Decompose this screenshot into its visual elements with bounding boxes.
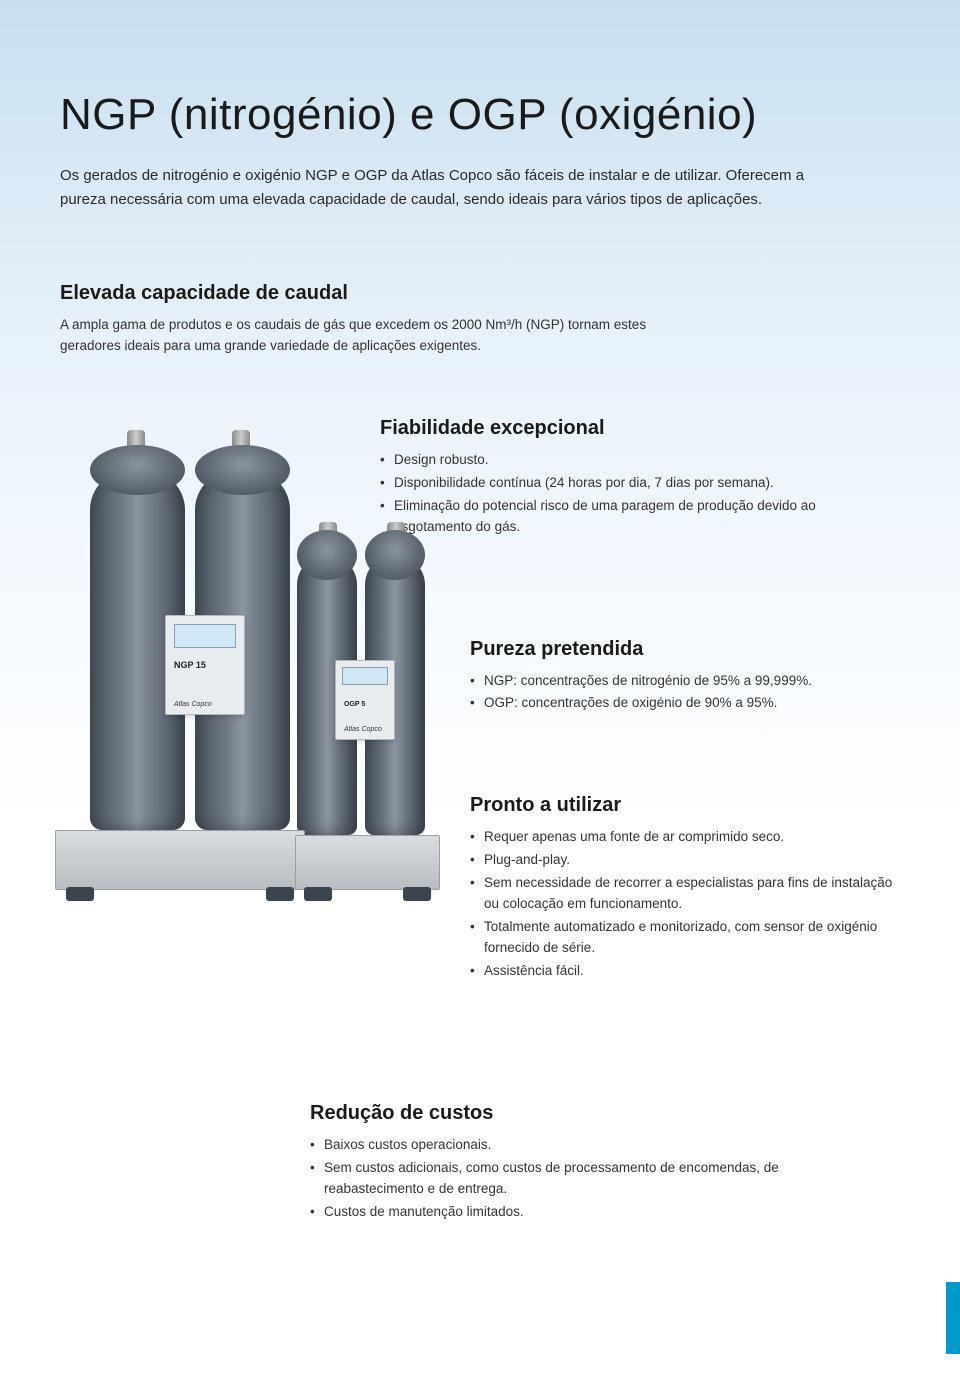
document-page: NGP (nitrogénio) e OGP (oxigénio) Os ger…	[0, 0, 960, 1303]
section-reliability: Fiabilidade excepcional Design robusto. …	[380, 417, 880, 538]
purity-heading: Pureza pretendida	[470, 638, 900, 661]
list-item: Disponibilidade contínua (24 horas por d…	[380, 473, 880, 494]
purity-list: NGP: concentrações de nitrogénio de 95% …	[470, 671, 900, 715]
reliability-heading: Fiabilidade excepcional	[380, 417, 880, 440]
section-cost: Redução de custos Baixos custos operacio…	[310, 1102, 870, 1223]
list-item: Custos de manutenção limitados.	[310, 1202, 870, 1223]
section-ready: Pronto a utilizar Requer apenas uma font…	[470, 794, 900, 981]
section-purity: Pureza pretendida NGP: concentrações de …	[470, 638, 900, 715]
section-capacity: Elevada capacidade de caudal A ampla gam…	[60, 282, 900, 357]
ready-heading: Pronto a utilizar	[470, 794, 900, 817]
ready-list: Requer apenas uma fonte de ar comprimido…	[470, 827, 900, 981]
cost-list: Baixos custos operacionais. Sem custos a…	[310, 1135, 870, 1223]
list-item: Totalmente automatizado e monitorizado, …	[470, 917, 900, 959]
capacity-desc: A ampla gama de produtos e os caudais de…	[60, 315, 700, 357]
list-item: Design robusto.	[380, 450, 880, 471]
list-item: Sem custos adicionais, como custos de pr…	[310, 1158, 870, 1200]
list-item: Eliminação do potencial risco de uma par…	[380, 496, 880, 538]
page-title: NGP (nitrogénio) e OGP (oxigénio)	[60, 90, 900, 140]
list-item: Baixos custos operacionais.	[310, 1135, 870, 1156]
reliability-list: Design robusto. Disponibilidade contínua…	[380, 450, 880, 538]
list-item: Assistência fácil.	[470, 961, 900, 982]
list-item: Requer apenas uma fonte de ar comprimido…	[470, 827, 900, 848]
list-item: NGP: concentrações de nitrogénio de 95% …	[470, 671, 900, 692]
list-item: OGP: concentrações de oxigénio de 90% a …	[470, 693, 900, 714]
intro-paragraph: Os gerados de nitrogénio e oxigénio NGP …	[60, 164, 820, 212]
list-item: Plug-and-play.	[470, 850, 900, 871]
capacity-heading: Elevada capacidade de caudal	[60, 282, 900, 305]
accent-bar	[946, 1282, 960, 1354]
cost-heading: Redução de custos	[310, 1102, 870, 1125]
list-item: Sem necessidade de recorrer a especialis…	[470, 873, 900, 915]
